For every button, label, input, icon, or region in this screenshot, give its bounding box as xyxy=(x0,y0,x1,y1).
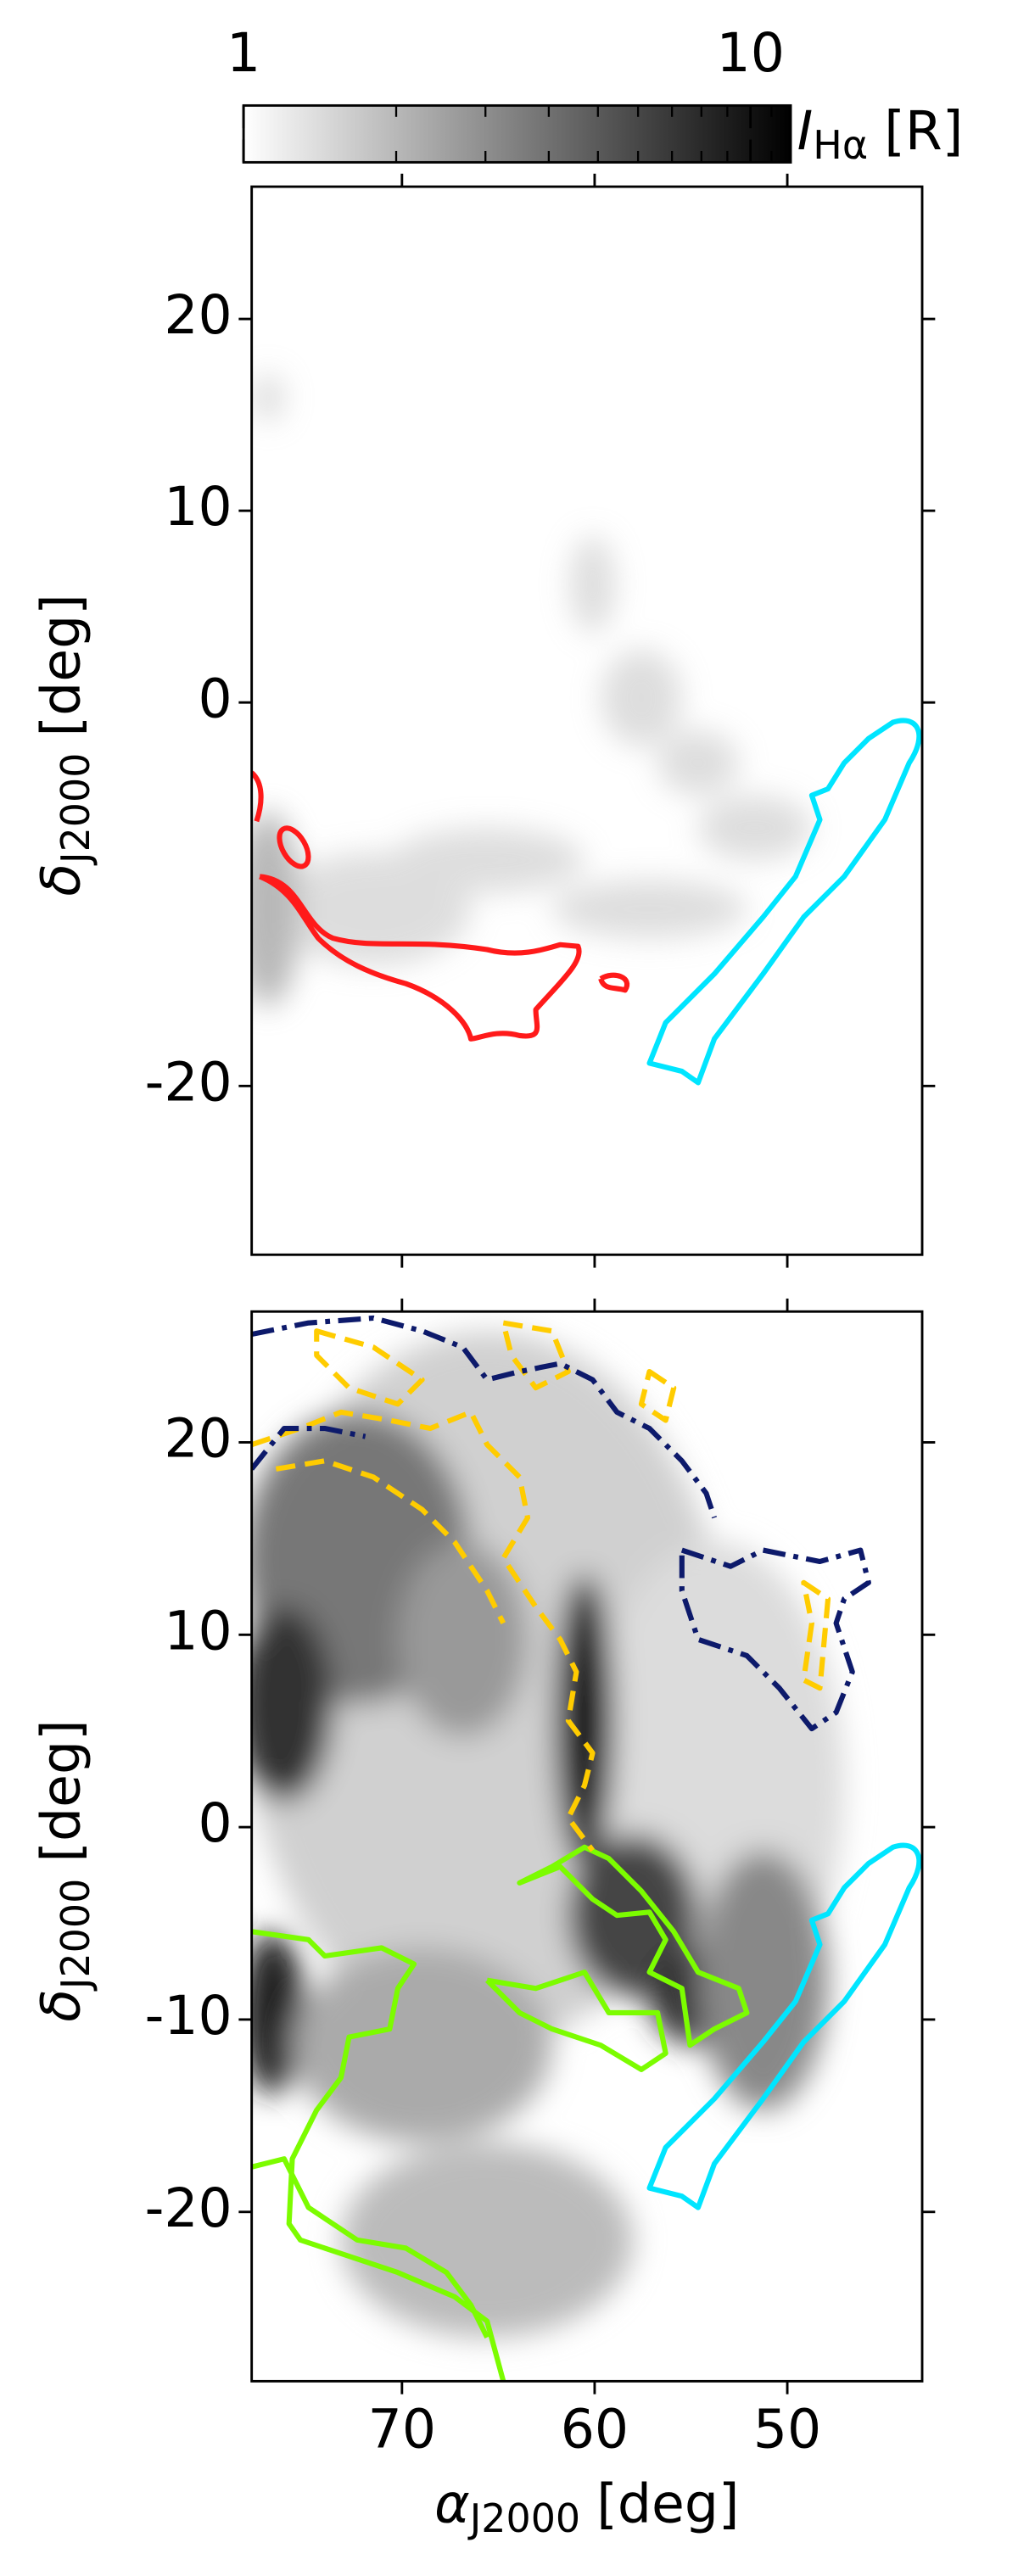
contour xyxy=(251,1409,596,1852)
contour xyxy=(485,1970,668,2072)
x-tick-label: 50 xyxy=(753,2398,821,2461)
label-part: [deg] xyxy=(30,594,92,736)
label-part: [R] xyxy=(884,99,963,162)
axis-label: δJ2000 [deg] xyxy=(30,594,98,896)
label-part: δ xyxy=(30,1989,92,2022)
axis-label: δJ2000 [deg] xyxy=(30,1719,98,2021)
y-tick-label: 20 xyxy=(164,283,232,346)
y-tick-label: 10 xyxy=(164,1599,232,1662)
axes-frame xyxy=(250,1310,924,2383)
tick-label: 10 xyxy=(717,21,785,84)
contour xyxy=(801,1579,831,1691)
label-part: J2000 xyxy=(467,2495,580,2540)
contour xyxy=(251,770,264,823)
label-part: α xyxy=(434,2473,470,2535)
contour xyxy=(314,1328,425,1407)
contour xyxy=(501,1320,571,1391)
halpha-map xyxy=(251,373,812,1007)
contour xyxy=(275,1458,506,1625)
y-tick-label: 10 xyxy=(164,475,232,538)
label-part: δ xyxy=(30,863,92,897)
contour xyxy=(251,2156,489,2339)
tick-label: 1 xyxy=(227,21,260,84)
y-tick-label: 0 xyxy=(199,1791,232,1854)
label-part: J2000 xyxy=(52,753,98,866)
x-tick-label: 70 xyxy=(368,2398,436,2461)
y-tick-label: 0 xyxy=(199,667,232,729)
label-part: [deg] xyxy=(596,2473,739,2535)
label-part: J2000 xyxy=(52,1879,98,1992)
contour xyxy=(646,1842,922,2210)
label-part: Hα xyxy=(813,122,868,168)
contour xyxy=(517,1844,750,2048)
axis-label: αJ2000 [deg] xyxy=(434,2473,739,2541)
axis-label: IHα [R] xyxy=(797,99,964,168)
y-tick-label: 20 xyxy=(164,1407,232,1470)
contour xyxy=(277,825,311,869)
contour xyxy=(251,1929,506,2382)
label-part: [deg] xyxy=(30,1719,92,1862)
colorbar xyxy=(242,103,792,164)
contour xyxy=(646,718,922,1086)
contour xyxy=(598,972,630,993)
contour xyxy=(638,1368,677,1423)
y-tick-label: -20 xyxy=(145,1050,232,1113)
x-tick-label: 60 xyxy=(561,2398,629,2461)
y-tick-label: -10 xyxy=(145,1984,232,2047)
halpha-map xyxy=(251,1331,845,2338)
contour xyxy=(259,874,582,1042)
y-tick-label: -20 xyxy=(145,2176,232,2239)
contour xyxy=(251,1315,717,1519)
axes-frame xyxy=(250,185,924,1256)
label-part: I xyxy=(797,99,814,162)
